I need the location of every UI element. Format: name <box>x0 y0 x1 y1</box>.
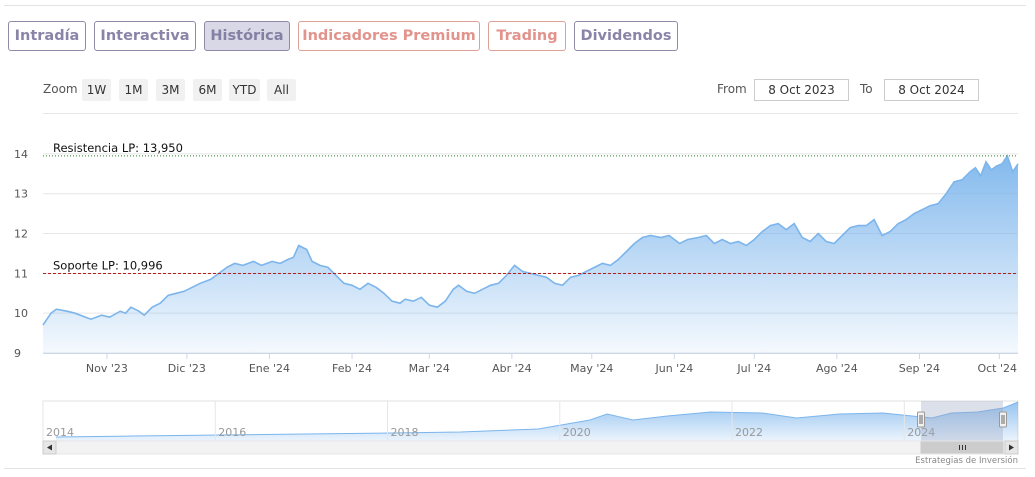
tab-intradia[interactable]: Intradía <box>8 21 86 51</box>
navigator-tick-label: 2016 <box>218 426 246 439</box>
zoom-button-6m[interactable]: 6M <box>193 79 222 101</box>
y-tick-label: 9 <box>14 347 21 360</box>
x-tick-label: Mar '24 <box>409 362 450 375</box>
scroll-right-arrow-icon <box>1009 444 1014 451</box>
navigator-tick-label: 2014 <box>46 426 74 439</box>
y-tick-label: 12 <box>14 228 28 241</box>
tab-dividendos[interactable]: Dividendos <box>574 21 678 51</box>
to-date-input[interactable] <box>884 79 979 101</box>
navigator-handle-left[interactable] <box>917 411 925 428</box>
support-label: Soporte LP: 10,996 <box>53 259 163 273</box>
x-tick-label: Abr '24 <box>492 362 532 375</box>
navigator-tick-label: 2020 <box>563 426 591 439</box>
scroll-left-arrow-icon <box>47 444 52 451</box>
navigator-series-area <box>55 402 1018 441</box>
from-label: From <box>717 82 747 96</box>
x-tick-label: Dic '23 <box>168 362 206 375</box>
x-tick-label: May '24 <box>570 362 613 375</box>
y-tick-label: 13 <box>14 188 28 201</box>
chart-credits: Estrategias de Inversión <box>915 456 1018 466</box>
y-tick-label: 10 <box>14 307 28 320</box>
x-tick-label: Feb '24 <box>332 362 372 375</box>
from-date-input[interactable] <box>754 79 849 101</box>
navigator-selection[interactable] <box>921 401 1003 441</box>
zoom-button-all[interactable]: All <box>267 79 296 101</box>
tab-interactiva[interactable]: Interactiva <box>94 21 196 51</box>
tab-historica[interactable]: Histórica <box>204 21 290 51</box>
navigator-tick-label: 2024 <box>907 426 935 439</box>
zoom-button-1w[interactable]: 1W <box>82 79 111 101</box>
navigator-series-line <box>55 401 1019 438</box>
navigator-tick-label: 2018 <box>391 426 419 439</box>
tab-trading[interactable]: Trading <box>488 21 566 51</box>
x-tick-label: Nov '23 <box>86 362 128 375</box>
bottom-divider <box>4 468 1026 469</box>
resistance-label: Resistencia LP: 13,950 <box>53 141 183 155</box>
y-tick-label: 14 <box>14 148 28 161</box>
x-tick-label: Ago '24 <box>816 362 858 375</box>
zoom-label: Zoom <box>43 82 78 96</box>
tab-indicadores-premium[interactable]: Indicadores Premium <box>298 21 480 51</box>
zoom-button-3m[interactable]: 3M <box>156 79 185 101</box>
x-tick-label: Jun '24 <box>654 362 693 375</box>
navigator-handle-right[interactable] <box>999 411 1007 428</box>
x-tick-label: Oct '24 <box>977 362 1017 375</box>
series-area-fill <box>43 155 1018 353</box>
zoom-button-ytd[interactable]: YTD <box>229 79 260 101</box>
y-tick-label: 11 <box>14 267 28 280</box>
zoom-button-1m[interactable]: 1M <box>119 79 148 101</box>
series-line[interactable] <box>42 154 1019 326</box>
to-label: To <box>860 82 873 96</box>
x-tick-label: Ene '24 <box>249 362 290 375</box>
navigator-tick-label: 2022 <box>735 426 763 439</box>
top-divider <box>4 5 1026 6</box>
range-divider <box>43 113 1018 114</box>
scrollbar-track[interactable] <box>42 440 1019 455</box>
x-tick-label: Jul '24 <box>736 362 771 375</box>
x-tick-label: Sep '24 <box>899 362 940 375</box>
